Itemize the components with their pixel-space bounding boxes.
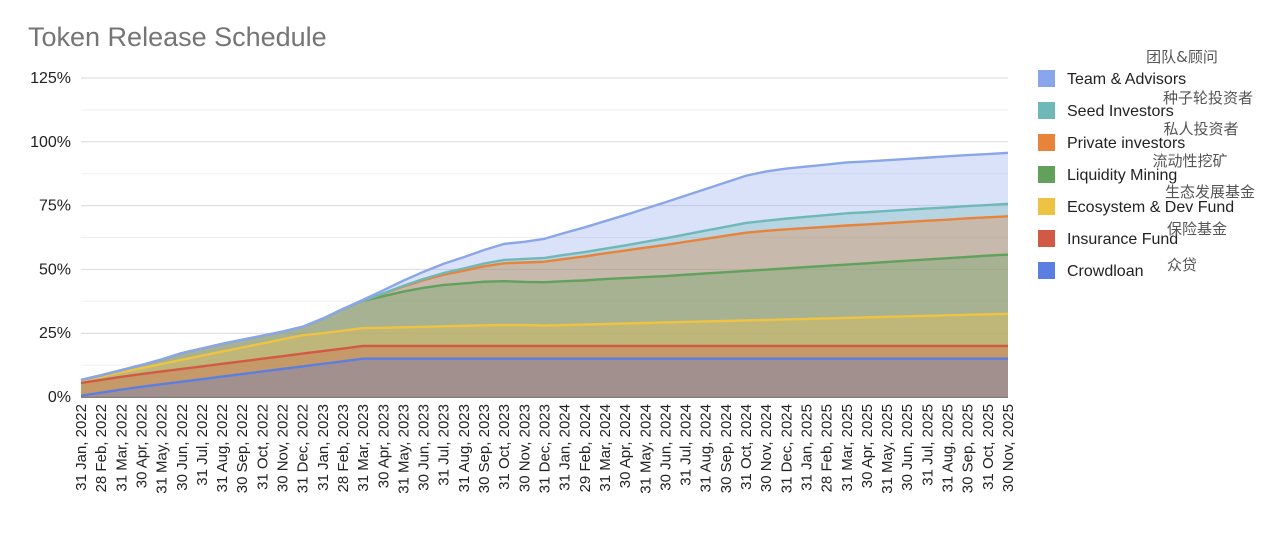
x-tick-label: 28 Feb, 2025: [819, 404, 836, 492]
x-tick-label: 31 Aug, 2025: [940, 404, 957, 492]
y-tick-label: 75%: [39, 198, 71, 215]
line-insurance-fund: [80, 344, 1008, 385]
line-ecosystem-and-dev-fund: [80, 312, 1009, 382]
x-tick-label: 28 Feb, 2023: [335, 404, 352, 492]
x-tick-label: 31 Oct, 2025: [980, 404, 997, 490]
chart-title: Token Release Schedule: [28, 22, 327, 52]
legend-label: Insurance Fund: [1067, 231, 1178, 248]
x-tick-label: 31 May, 2022: [154, 404, 171, 494]
legend-label: Ecosystem & Dev Fund: [1067, 199, 1234, 216]
x-tick-label: 30 Sep, 2023: [476, 404, 493, 493]
legend-label: Seed Investors: [1067, 103, 1174, 120]
y-tick-label: 50%: [39, 261, 71, 278]
legend-swatch: [1038, 166, 1055, 183]
line-team-and-advisors: [80, 151, 1009, 382]
legend-label: Liquidity Mining: [1067, 167, 1177, 184]
x-tick-label: 31 Dec, 2022: [295, 404, 312, 493]
grid: [81, 77, 1008, 398]
x-tick-label: 30 Nov, 2024: [758, 404, 775, 492]
area-seed-investors: [81, 203, 1008, 397]
x-tick-label: 31 May, 2024: [637, 404, 654, 494]
x-tick-label: 31 May, 2025: [879, 404, 896, 494]
x-tick-label: 30 Apr, 2022: [133, 404, 150, 488]
legend-swatch: [1038, 102, 1055, 119]
x-tick-label: 31 Oct, 2022: [254, 404, 271, 490]
x-tick-label: 31 Mar, 2025: [839, 404, 856, 492]
legend-swatch: [1038, 198, 1055, 215]
x-tick-label: 31 Jan, 2024: [557, 404, 574, 491]
annotation-label: 众贷: [1167, 256, 1197, 274]
x-tick-label: 30 Jun, 2025: [899, 404, 916, 491]
y-tick-label: 25%: [39, 325, 71, 342]
x-axis-ticks: 31 Jan, 2022 28 Feb, 2022 31 Mar, 2022 30 A…: [73, 404, 1017, 494]
x-tick-label: 31 Aug, 2024: [698, 404, 715, 492]
annotation-label: 种子轮投资者: [1163, 89, 1253, 107]
annotation-label: 私人投资者: [1163, 120, 1238, 138]
x-tick-label: 31 Mar, 2022: [113, 404, 130, 492]
line-crowdloan: [80, 357, 1008, 397]
legend-label: Team & Advisors: [1067, 71, 1186, 88]
legend-swatch: [1038, 70, 1055, 87]
x-tick-label: 30 Nov, 2025: [1000, 404, 1017, 492]
x-tick-label: 30 Sep, 2022: [234, 404, 251, 493]
x-tick-label: 30 Sep, 2025: [960, 404, 977, 493]
annotation-label: 生态发展基金: [1165, 183, 1255, 201]
legend-label: Crowdloan: [1067, 263, 1143, 280]
x-tick-label: 31 Mar, 2023: [355, 404, 372, 492]
x-tick-label: 31 Dec, 2024: [778, 404, 795, 493]
x-tick-label: 30 Apr, 2024: [617, 404, 634, 488]
legend-label: Private investors: [1067, 135, 1185, 152]
x-tick-label: 30 Apr, 2023: [375, 404, 392, 488]
x-tick-label: 30 Jun, 2024: [657, 404, 674, 491]
x-tick-label: 30 Jun, 2022: [174, 404, 191, 491]
x-tick-label: 31 Jul, 2025: [919, 404, 936, 486]
area-layers: [81, 152, 1008, 397]
x-tick-label: 31 Jan, 2022: [73, 404, 90, 491]
x-tick-label: 30 Sep, 2024: [718, 404, 735, 493]
x-tick-label: 31 May, 2023: [395, 404, 412, 494]
x-tick-label: 31 Aug, 2023: [456, 404, 473, 492]
x-tick-label: 28 Feb, 2022: [93, 404, 110, 492]
annotation-label: 保险基金: [1167, 220, 1227, 238]
x-tick-label: 31 Oct, 2024: [738, 404, 755, 490]
x-tick-label: 30 Jun, 2023: [416, 404, 433, 491]
x-tick-label: 31 Jul, 2023: [436, 404, 453, 486]
legend-swatch: [1038, 134, 1055, 151]
legend: Team & Advisors Seed Investors Private inv…: [1038, 70, 1234, 280]
legend-swatch: [1038, 262, 1055, 279]
x-tick-label: 31 Oct, 2023: [496, 404, 513, 490]
y-tick-label: 125%: [30, 70, 71, 87]
area-crowdloan: [81, 358, 1008, 397]
legend-swatch: [1038, 230, 1055, 247]
x-tick-label: 29 Feb, 2024: [577, 404, 594, 492]
annotation-label: 团队&顾问: [1146, 48, 1218, 66]
area-team-and-advisors: [81, 152, 1008, 397]
series-lines: [80, 151, 1009, 397]
x-tick-label: 30 Nov, 2022: [275, 404, 292, 492]
x-tick-label: 30 Apr, 2025: [859, 404, 876, 488]
x-tick-label: 30 Nov, 2023: [516, 404, 533, 492]
x-tick-label: 31 Mar, 2024: [597, 404, 614, 492]
x-tick-label: 31 Jan, 2023: [315, 404, 332, 491]
y-tick-label: 0%: [48, 389, 71, 406]
x-tick-label: 31 Dec, 2023: [537, 404, 554, 493]
x-tick-label: 31 Aug, 2022: [214, 404, 231, 492]
x-tick-label: 31 Jul, 2024: [678, 404, 695, 486]
y-axis-ticks: 0% 25% 50% 75% 100% 125%: [30, 70, 71, 406]
x-tick-label: 31 Jan, 2025: [798, 404, 815, 491]
y-tick-label: 100%: [30, 134, 71, 151]
annotation-label: 流动性挖矿: [1152, 152, 1227, 170]
x-tick-label: 31 Jul, 2022: [194, 404, 211, 486]
